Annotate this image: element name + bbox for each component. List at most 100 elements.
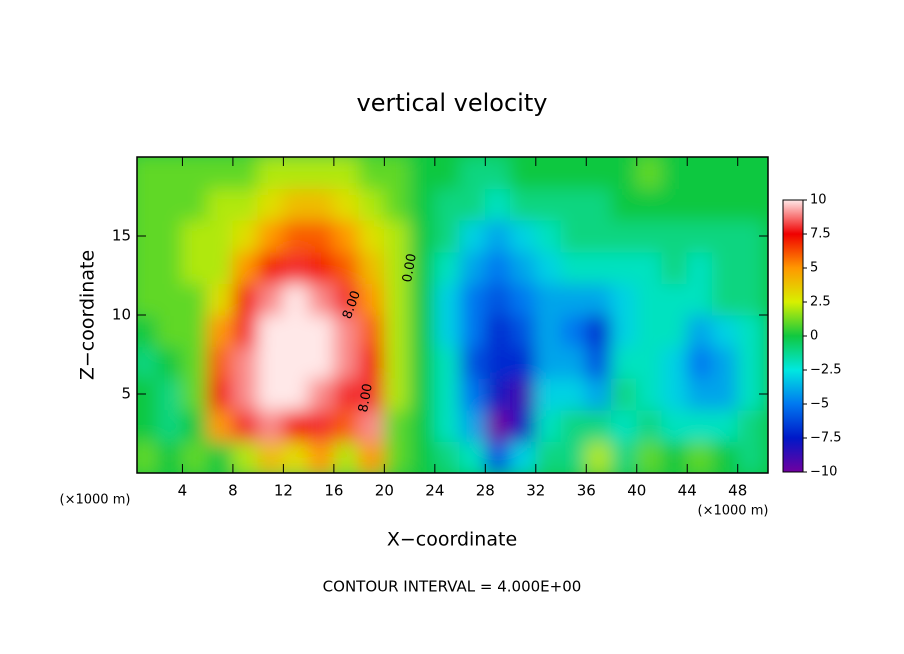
cell bbox=[434, 157, 461, 190]
cell bbox=[459, 282, 486, 316]
cell bbox=[535, 157, 562, 190]
cell bbox=[661, 157, 688, 190]
cell bbox=[257, 282, 284, 316]
cell bbox=[156, 314, 183, 348]
cell bbox=[333, 188, 360, 221]
colorbar bbox=[782, 199, 804, 473]
cell bbox=[156, 377, 183, 411]
cell bbox=[358, 377, 385, 411]
axes: 4 8 12 16 20 24 28 32 36 40 44 48510158.000.008.001… bbox=[112, 156, 842, 500]
cell bbox=[535, 251, 562, 284]
cell bbox=[636, 440, 663, 473]
cell bbox=[585, 251, 613, 284]
cell bbox=[257, 409, 284, 442]
x-tick-label: 8 bbox=[228, 482, 238, 500]
cell bbox=[560, 157, 587, 190]
y-tick-label: 5 bbox=[121, 385, 131, 403]
cell bbox=[434, 346, 461, 379]
cell bbox=[484, 282, 512, 316]
cell bbox=[560, 377, 587, 411]
cell bbox=[282, 251, 310, 284]
cell bbox=[510, 440, 537, 473]
cell bbox=[434, 440, 461, 473]
cell bbox=[308, 314, 335, 348]
cell bbox=[484, 188, 512, 221]
x-tick-label: 48 bbox=[728, 482, 747, 500]
cell bbox=[156, 188, 183, 221]
cell bbox=[661, 282, 688, 316]
cell bbox=[711, 377, 739, 411]
cell bbox=[535, 377, 562, 411]
colorbar-tick-label: −10 bbox=[810, 465, 837, 480]
cell bbox=[308, 157, 335, 190]
cell bbox=[232, 314, 259, 348]
cell bbox=[510, 377, 537, 411]
cell bbox=[333, 157, 360, 190]
cell bbox=[434, 251, 461, 284]
cell bbox=[686, 409, 713, 442]
cell bbox=[711, 282, 739, 316]
cell bbox=[409, 219, 436, 253]
cell bbox=[560, 440, 587, 473]
cell bbox=[434, 377, 461, 411]
cell bbox=[409, 157, 436, 190]
cell bbox=[282, 409, 310, 442]
x-axis-label: X−coordinate bbox=[387, 529, 517, 551]
cell bbox=[137, 314, 158, 348]
cell bbox=[611, 219, 638, 253]
cell bbox=[510, 409, 537, 442]
y-tick-label: 15 bbox=[112, 227, 131, 245]
cell bbox=[383, 314, 411, 348]
cell bbox=[636, 251, 663, 284]
cell bbox=[459, 346, 486, 379]
cell bbox=[737, 251, 764, 284]
cell bbox=[661, 314, 688, 348]
y-tick-label: 10 bbox=[112, 306, 131, 324]
cell bbox=[207, 346, 234, 379]
cell bbox=[711, 314, 739, 348]
cell bbox=[434, 282, 461, 316]
cell bbox=[636, 282, 663, 316]
x-tick-label: 44 bbox=[678, 482, 697, 500]
cell bbox=[535, 282, 562, 316]
cell bbox=[232, 346, 259, 379]
cell bbox=[484, 409, 512, 442]
x-tick-label: 36 bbox=[577, 482, 596, 500]
cell bbox=[686, 251, 713, 284]
cell bbox=[535, 440, 562, 473]
cell bbox=[510, 346, 537, 379]
cell bbox=[484, 377, 512, 411]
cell bbox=[459, 251, 486, 284]
cell bbox=[484, 251, 512, 284]
cell bbox=[207, 314, 234, 348]
cell bbox=[737, 314, 764, 348]
cell bbox=[737, 409, 764, 442]
cell bbox=[661, 409, 688, 442]
cell bbox=[333, 219, 360, 253]
cell bbox=[333, 377, 360, 411]
cell bbox=[257, 377, 284, 411]
cell bbox=[308, 251, 335, 284]
cell bbox=[282, 219, 310, 253]
cell bbox=[560, 314, 587, 348]
cell bbox=[409, 346, 436, 379]
cell bbox=[560, 346, 587, 379]
cell bbox=[585, 377, 613, 411]
cell bbox=[661, 440, 688, 473]
cell bbox=[232, 157, 259, 190]
cell bbox=[308, 409, 335, 442]
cell bbox=[510, 219, 537, 253]
cell bbox=[459, 377, 486, 411]
x-tick-label: 32 bbox=[526, 482, 545, 500]
x-tick-label: 28 bbox=[476, 482, 495, 500]
cell bbox=[156, 219, 183, 253]
cell bbox=[611, 251, 638, 284]
cell bbox=[459, 157, 486, 190]
cell bbox=[383, 219, 411, 253]
cell bbox=[585, 314, 613, 348]
cell bbox=[484, 440, 512, 473]
cell bbox=[585, 346, 613, 379]
cell bbox=[459, 314, 486, 348]
colorbar-tick-label: −5 bbox=[810, 397, 829, 412]
